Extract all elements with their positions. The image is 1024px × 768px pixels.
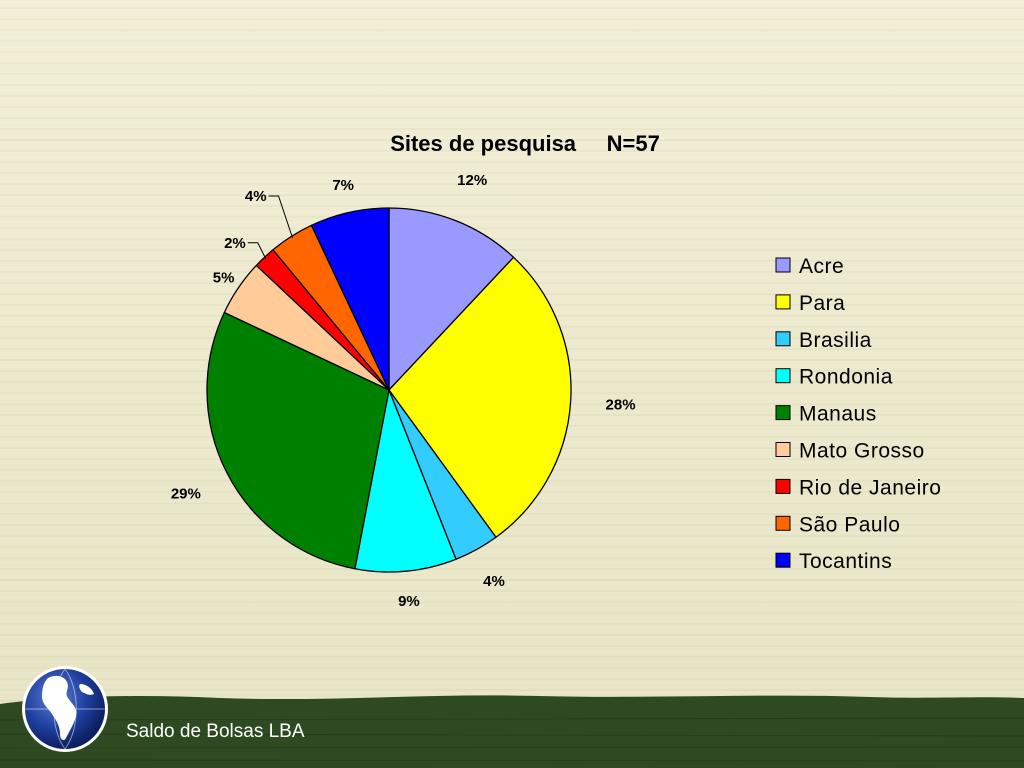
pie-slice-rondonia [354, 389, 457, 573]
leader-lines [247, 195, 294, 260]
legend-swatch-para [775, 294, 791, 310]
legend-swatch-manaus [775, 405, 791, 421]
legend-swatch-rio-de-janeiro [775, 478, 791, 494]
leader-line-rio-de-janeiro [247, 242, 267, 260]
legend-label-tocantins: Tocantins [799, 550, 892, 573]
legend-label-manaus: Manaus [799, 403, 877, 426]
slice-label-acre: 12% [457, 172, 487, 189]
legend-label-rio-de-janeiro: Rio de Janeiro [799, 476, 941, 499]
slice-label-mato-grosso: 5% [213, 270, 235, 287]
footer-band [0, 695, 1024, 768]
legend-label-brasilia: Brasilia [799, 329, 872, 352]
slice-label-rondonia: 9% [398, 593, 420, 610]
footer-title: Saldo de Bolsas LBA [126, 721, 305, 742]
legend-swatch-acre [775, 257, 791, 273]
legend-label-sao-paulo: São Paulo [799, 513, 900, 536]
legend-swatch-rondonia [775, 368, 791, 384]
legend-label-acre: Acre [799, 255, 844, 278]
pie-slice-manaus [206, 311, 390, 570]
pie-slice-acre [388, 207, 515, 391]
slice-label-para: 28% [606, 397, 636, 414]
legend-swatch-tocantins [775, 552, 791, 568]
legend-label-mato-grosso: Mato Grosso [799, 440, 925, 463]
pie-slice-tocantins [310, 207, 390, 391]
globe-icon [22, 666, 108, 752]
pie-slice-para [388, 256, 572, 538]
slice-label-manaus: 29% [171, 486, 201, 503]
legend-swatch-sao-paulo [775, 515, 791, 531]
slice-labels: 12% 28% 4% 9% 29% 5% 2% 4% 7% [171, 172, 636, 610]
slice-label-tocantins: 7% [332, 177, 354, 194]
pie-slices [206, 207, 572, 573]
slice-label-brasilia: 4% [483, 573, 505, 590]
slice-label-sao-paulo: 4% [245, 188, 267, 205]
footer-band-texture [0, 717, 1024, 762]
leader-line-sao-paulo [268, 195, 294, 239]
chart-title: Sites de pesquisa N=57 [390, 131, 660, 156]
slice-label-rio-de-janeiro: 2% [224, 235, 246, 252]
footer-band-shape [0, 695, 1024, 768]
legend-label-para: Para [799, 292, 845, 315]
legend-swatch-brasilia [775, 331, 791, 347]
legend-swatch-mato-grosso [775, 442, 791, 457]
legend: Acre Para Brasilia Rondonia Manaus Mato Gross… [775, 255, 941, 573]
legend-label-rondonia: Rondonia [799, 366, 893, 389]
